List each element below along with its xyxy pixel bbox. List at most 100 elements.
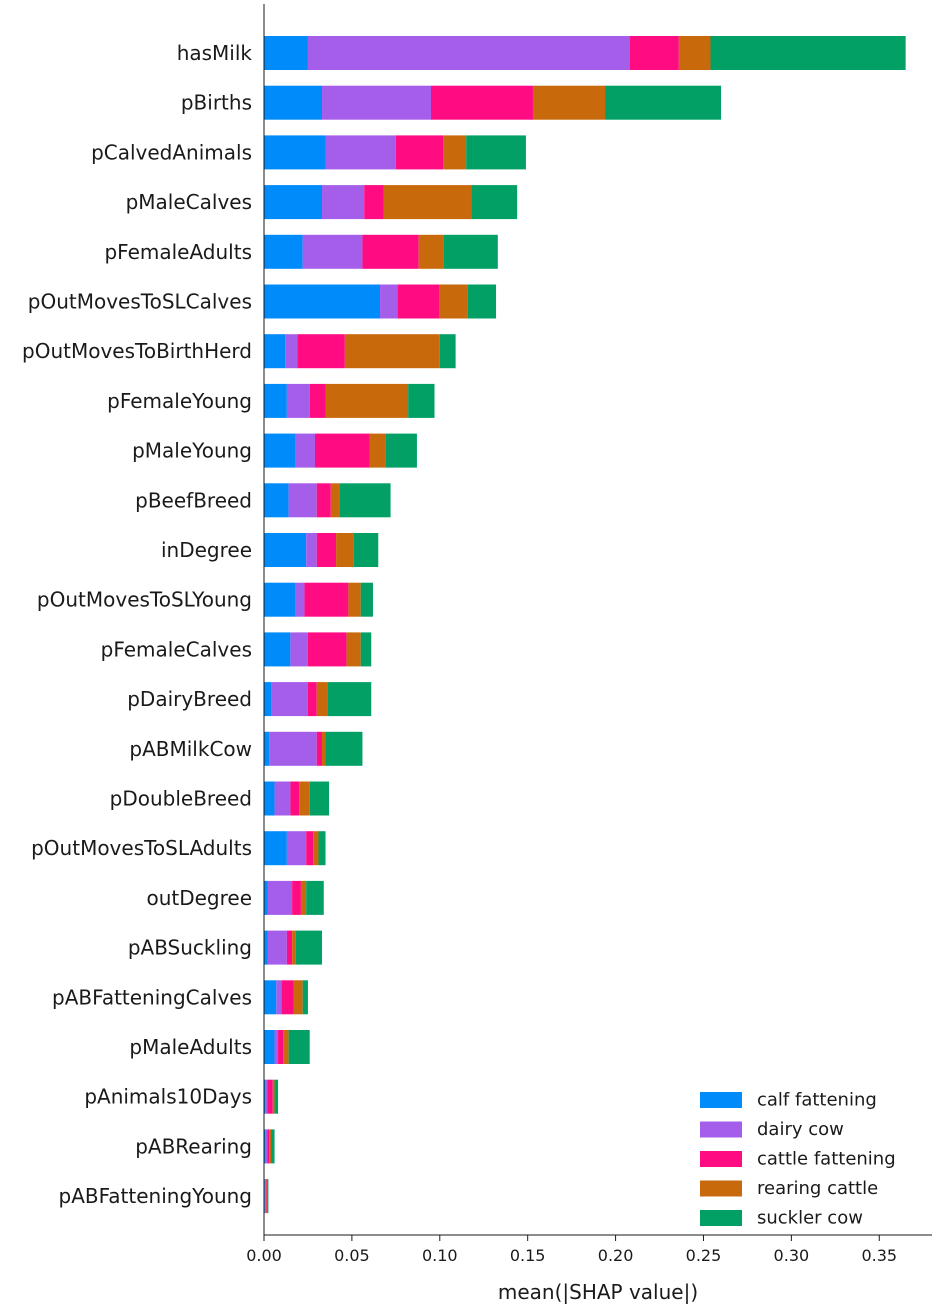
category-label: pOutMovesToBirthHerd [22, 339, 252, 363]
bar-segment [336, 533, 354, 567]
category-label: hasMilk [177, 41, 253, 65]
bar-segment [302, 234, 363, 269]
bar-segment [267, 1179, 269, 1214]
bar-segment [293, 980, 303, 1015]
bar-segment [271, 682, 308, 717]
category-label: pOutMovesToSLAdults [31, 836, 252, 860]
bar-segment [344, 334, 440, 369]
bar-segment [346, 632, 361, 667]
bar-segment [316, 483, 331, 518]
bar-segment [314, 433, 370, 468]
category-label: pFemaleAdults [104, 240, 252, 264]
bar-segment [264, 1030, 275, 1064]
bar-segment [360, 582, 373, 617]
bar-segment [264, 185, 323, 220]
bar-segment [264, 880, 268, 915]
bar-segment [678, 36, 711, 70]
legend-swatch [700, 1092, 742, 1108]
bar-segment [264, 632, 291, 667]
bar-segment [306, 880, 324, 915]
bar-segment [295, 433, 315, 468]
legend-swatch [700, 1210, 742, 1226]
bar-segment [267, 880, 293, 915]
bar-segment [274, 781, 291, 816]
bar-segment [339, 483, 391, 518]
bar-segment [309, 383, 326, 418]
legend-label: rearing cattle [757, 1178, 878, 1199]
bar-segment [264, 383, 287, 418]
bar-segment [285, 334, 298, 369]
category-label: pABRearing [135, 1134, 252, 1158]
category-label: pFemaleCalves [101, 637, 252, 661]
category-label: pAnimals10Days [84, 1085, 252, 1109]
bar-segment [264, 831, 287, 866]
category-label: pABFatteningYoung [59, 1184, 252, 1208]
bar-segment [330, 483, 340, 518]
bar-segment [264, 284, 381, 319]
category-label: pDoubleBreed [110, 787, 252, 811]
x-tick-label: 0.15 [510, 1246, 546, 1265]
category-label: pFemaleYoung [107, 389, 252, 413]
bar-segment [309, 781, 330, 816]
bar-segment [267, 1129, 270, 1164]
bar-segment [629, 36, 679, 70]
bar-segment [380, 284, 398, 319]
bar-segment [302, 980, 308, 1015]
bar-segment [307, 682, 317, 717]
bar-segment [307, 632, 347, 667]
bar-segment [264, 85, 323, 120]
bar-segment [418, 234, 444, 269]
bar-segment [295, 930, 323, 965]
bar-segment [364, 185, 384, 220]
bar-segment [278, 1030, 284, 1064]
category-label: pABMilkCow [129, 737, 252, 761]
category-label: inDegree [161, 538, 252, 562]
bar-segment [313, 831, 319, 866]
bar-segment [322, 185, 365, 220]
bar-segment [605, 85, 722, 120]
bar-segment [264, 135, 326, 170]
bar-segment [267, 930, 287, 965]
legend-swatch [700, 1121, 742, 1138]
category-label: pMaleAdults [129, 1035, 252, 1059]
bar-segment [532, 85, 606, 120]
category-label: outDegree [146, 886, 252, 910]
bar-segment [264, 731, 270, 766]
bar-segment [322, 731, 326, 766]
bar-segment [264, 483, 289, 518]
bar-segment [286, 930, 293, 965]
bar-segment [272, 1079, 275, 1114]
bar-segment [264, 533, 307, 567]
bar-segment [264, 334, 286, 369]
bar-segment [271, 1129, 275, 1164]
bar-segment [360, 632, 372, 667]
legend-label: calf fattening [757, 1090, 877, 1111]
bar-segment [295, 582, 305, 617]
bar-segment [353, 533, 379, 567]
bar-segment [307, 36, 630, 70]
bar-segment [274, 1079, 279, 1114]
legend-label: dairy cow [757, 1119, 844, 1140]
category-label: pOutMovesToSLYoung [37, 588, 252, 612]
bar-segment [304, 582, 349, 617]
bar-segment [316, 731, 323, 766]
bar-segment [348, 582, 361, 617]
x-tick-label: 0.10 [422, 1246, 458, 1265]
x-tick-label: 0.00 [246, 1246, 282, 1265]
legend-label: cattle fattening [757, 1149, 896, 1170]
bar-segment [300, 880, 307, 915]
bar-segment [443, 234, 498, 269]
bar-segment [267, 1079, 273, 1114]
bar-segment [322, 85, 431, 120]
bar-segment [264, 582, 296, 617]
bar-segment [265, 1079, 268, 1114]
bar-segment [283, 1030, 289, 1064]
bar-segment [327, 682, 372, 717]
category-label: pMaleCalves [126, 190, 252, 214]
bar-segment [265, 1179, 267, 1214]
bar-segment [264, 980, 277, 1015]
bar-segment [264, 1179, 266, 1214]
bar-segment [385, 433, 417, 468]
bar-segment [266, 1179, 268, 1214]
